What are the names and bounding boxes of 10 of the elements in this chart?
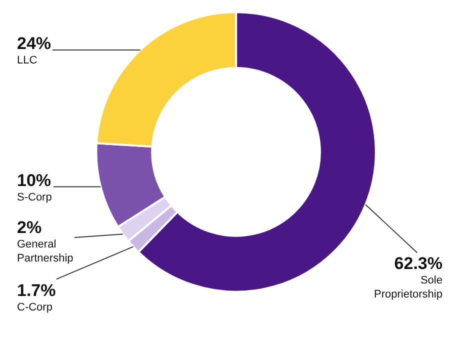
slice-label: Sole Proprietorship [374,274,442,301]
data-label: 2% [17,218,42,237]
slice-label: LLC [17,54,38,66]
data-label: 10% [17,171,52,190]
data-label: 62.3% [394,254,442,273]
slice-label: General Partnership [17,238,74,265]
data-label: 24% [17,34,52,53]
slice-label: S-Corp [17,191,52,204]
slice-label: C-Corp [17,301,52,314]
data-label: 1.7% [17,281,56,300]
